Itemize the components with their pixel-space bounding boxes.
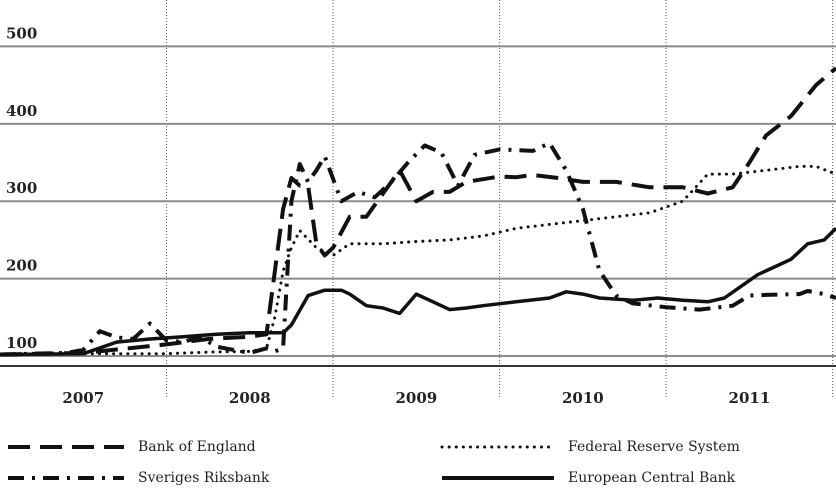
- y-tick-label: 500: [6, 24, 37, 42]
- chart-plot: 100 200 300 400 500 2007 2008 2009 2010 …: [0, 0, 836, 407]
- legend-label: Bank of England: [138, 439, 256, 455]
- legend-item-federal-reserve-system: Federal Reserve System: [440, 433, 740, 461]
- series-line-federal-reserve-system: [0, 164, 836, 356]
- x-year-label: 2011: [729, 389, 771, 407]
- vertical-gridlines: [166, 0, 834, 398]
- long-dash-swatch-icon: [8, 445, 124, 449]
- y-tick-label: 300: [6, 179, 37, 197]
- series-line-bank-of-england: [0, 66, 836, 357]
- x-year-label: 2010: [562, 389, 604, 407]
- legend-label: Sveriges Riksbank: [138, 470, 270, 486]
- y-tick-label: 100: [6, 334, 37, 352]
- solid-swatch-icon: [442, 476, 554, 480]
- dash-dot-swatch-icon: [8, 476, 124, 480]
- legend-item-european-central-bank: European Central Bank: [440, 464, 735, 492]
- x-year-label: 2007: [62, 389, 104, 407]
- legend-item-bank-of-england: Bank of England: [6, 433, 256, 461]
- x-year-label: 2009: [395, 389, 437, 407]
- horizontal-gridlines: [0, 45, 836, 367]
- y-tick-label: 200: [6, 257, 37, 275]
- legend: Bank of England Federal Reserve System S…: [0, 425, 836, 492]
- series-line-sveriges-riksbank: [0, 141, 836, 357]
- legend-label: Federal Reserve System: [568, 439, 740, 455]
- dotted-swatch-icon: [440, 445, 556, 449]
- x-axis-year-labels: 2007 2008 2009 2010 2011: [62, 389, 770, 407]
- series-line-european-central-bank: [0, 227, 836, 357]
- y-axis-tick-labels: 100 200 300 400 500: [6, 24, 37, 352]
- series-lines: [0, 66, 836, 357]
- legend-item-sveriges-riksbank: Sveriges Riksbank: [6, 464, 269, 492]
- x-year-label: 2008: [229, 389, 271, 407]
- y-tick-label: 400: [6, 102, 37, 120]
- legend-label: European Central Bank: [568, 470, 736, 486]
